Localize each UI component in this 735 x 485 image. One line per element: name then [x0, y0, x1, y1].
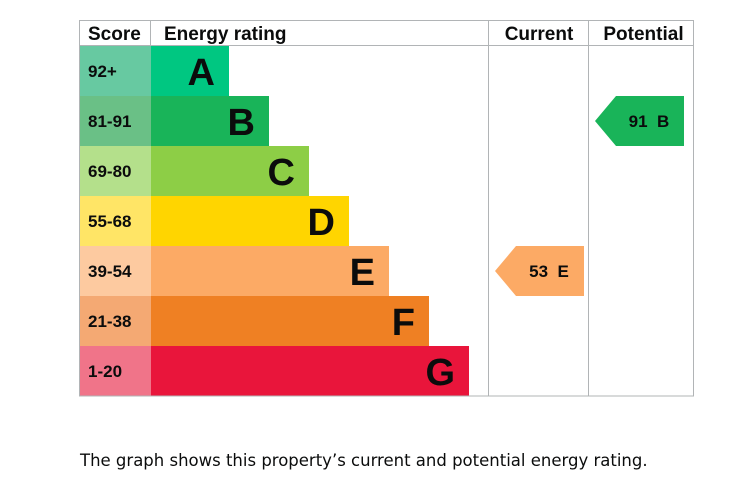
score-label-a: 92+: [88, 62, 117, 81]
score-label-b: 81-91: [88, 112, 131, 131]
rating-bar-e: [151, 246, 389, 296]
chart-caption: The graph shows this property’s current …: [80, 450, 648, 470]
rating-bar-f: [151, 296, 429, 346]
potential-rating-label: 91 B: [629, 112, 670, 131]
score-label-e: 39-54: [88, 262, 132, 281]
score-cell-e: [80, 246, 151, 296]
header-score: Score: [88, 24, 141, 45]
rating-letter-f: F: [392, 302, 415, 344]
current-arrow: [495, 246, 584, 296]
rating-bar-g: [151, 346, 469, 396]
rating-bar-d: [151, 196, 349, 246]
header-current: Current: [505, 24, 574, 45]
score-cell-f: [80, 296, 151, 346]
score-label-f: 21-38: [88, 312, 131, 331]
rating-bar-c: [151, 146, 309, 196]
rating-letter-b: B: [228, 102, 255, 144]
score-cell-g: [80, 346, 151, 396]
score-cell-a: [80, 46, 151, 96]
rating-letter-e: E: [350, 252, 375, 294]
score-label-d: 55-68: [88, 212, 131, 231]
score-cell-b: [80, 96, 151, 146]
epc-chart: Score Energy rating Current Potential 92+ A 81…: [79, 20, 694, 397]
rating-bar-b: [151, 96, 269, 146]
score-cell-d: [80, 196, 151, 246]
rating-letter-g: G: [425, 352, 455, 394]
header-energy-rating: Energy rating: [164, 24, 286, 45]
potential-arrow: [595, 96, 684, 146]
score-label-c: 69-80: [88, 162, 131, 181]
current-rating-label: 53 E: [529, 262, 569, 281]
chart-border: [79, 20, 694, 397]
rating-letter-d: D: [308, 202, 335, 244]
rating-letter-c: C: [268, 152, 295, 194]
score-label-g: 1-20: [88, 362, 122, 381]
score-cell-c: [80, 146, 151, 196]
rating-bar-a: [151, 46, 229, 96]
header-potential: Potential: [603, 24, 683, 45]
rating-letter-a: A: [188, 52, 215, 94]
